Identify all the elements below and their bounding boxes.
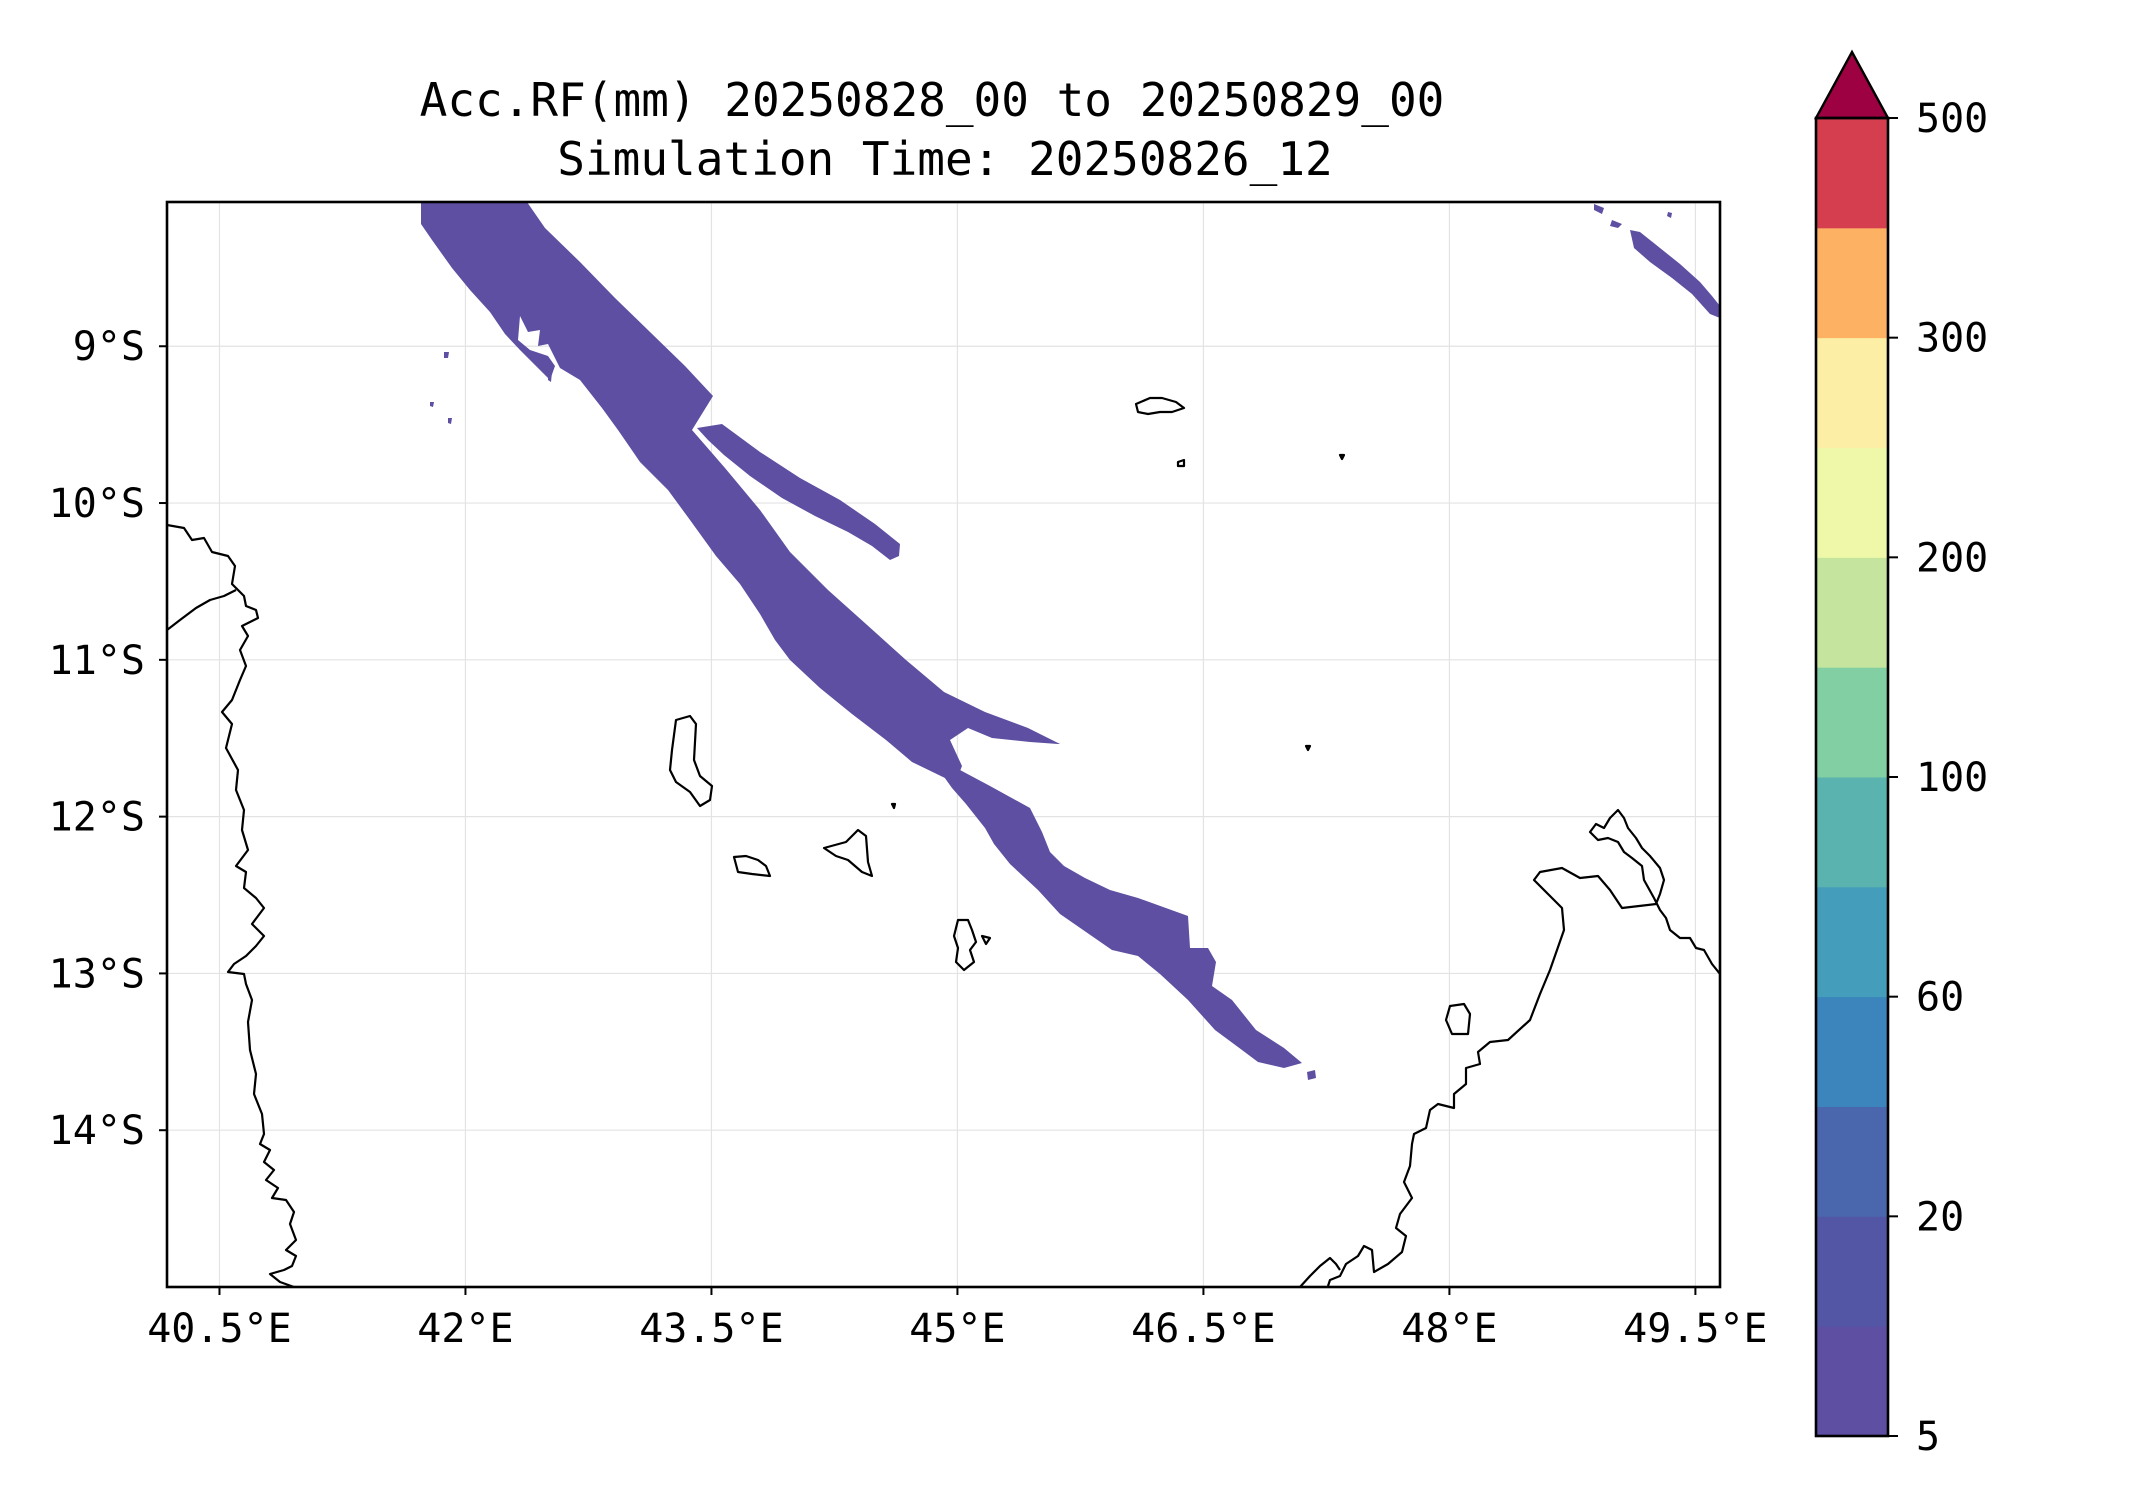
colorbar-tick-label: 20 [1916, 1194, 1964, 1240]
rainfall-band-northeast [1630, 230, 1720, 318]
rainfall-band-tip [1307, 1070, 1316, 1080]
rainfall-band-main [421, 202, 1060, 784]
rainfall-speck-w-2 [430, 402, 434, 407]
colorbar: 5 20 60 100 200 300 500 [1813, 49, 1988, 1460]
island-glorioso [1444, 1002, 1472, 1036]
x-tick-label: 46.5°E [1131, 1306, 1276, 1352]
colorbar-segment [1816, 667, 1888, 778]
island-small-2 [1338, 453, 1346, 461]
colorbar-segment [1816, 337, 1888, 448]
coastline-africa-upper [167, 589, 237, 631]
coastline-africa [167, 523, 298, 1287]
rainfall-speck-ne-3 [1667, 212, 1672, 218]
x-tick-label: 45°E [909, 1306, 1005, 1352]
colorbar-segments [1816, 118, 1888, 1437]
x-tick-label: 43.5°E [639, 1306, 784, 1352]
colorbar-tick-label: 200 [1916, 535, 1988, 581]
colorbar-tick-label: 500 [1916, 96, 1988, 142]
rainfall-speck-ne-1 [1594, 204, 1604, 214]
x-tick-label: 42°E [417, 1306, 513, 1352]
island-comoro-1 [668, 714, 714, 808]
x-tick-label: 48°E [1401, 1306, 1497, 1352]
colorbar-ticks: 5 20 60 100 200 300 500 [1888, 96, 1988, 1460]
colorbar-extend-triangle [1813, 49, 1891, 120]
gridlines [167, 202, 1720, 1287]
island-comoro-2 [732, 854, 772, 878]
coastline-madagascar-sw [1299, 1256, 1341, 1287]
colorbar-segment [1816, 996, 1888, 1107]
island-small-1 [1176, 458, 1186, 468]
island-comoro-4b [980, 934, 992, 946]
colorbar-segment [1816, 227, 1888, 339]
y-tick-label: 13°S [49, 951, 145, 997]
map-frame [165, 200, 1722, 1289]
island-aldabra [1134, 396, 1186, 416]
x-axis-ticks: 40.5°E 42°E 43.5°E 45°E 46.5°E 48°E 49.5°E [147, 1287, 1768, 1352]
rainfall-speck-ne-2 [1610, 220, 1622, 228]
y-tick-label: 12°S [49, 795, 145, 841]
colorbar-segment [1816, 777, 1888, 888]
rainfall-band-arm [697, 424, 900, 560]
island-small-3 [1304, 744, 1312, 752]
colorbar-tick-label: 60 [1916, 975, 1964, 1021]
island-small-4 [890, 802, 897, 810]
rainfall-contours [421, 202, 1720, 1080]
y-tick-label: 9°S [73, 324, 145, 370]
colorbar-segment [1816, 1326, 1888, 1437]
colorbar-segment [1816, 1216, 1888, 1327]
coastlines [167, 396, 1720, 1287]
x-tick-label: 40.5°E [147, 1306, 292, 1352]
x-tick-label: 49.5°E [1623, 1306, 1768, 1352]
title-line-1: Acc.RF(mm) 20250828_00 to 20250829_00 [420, 73, 1445, 127]
coastline-madagascar [1326, 808, 1720, 1287]
colorbar-tick-label: 5 [1916, 1414, 1940, 1460]
map-panel: 40.5°E 42°E 43.5°E 45°E 46.5°E 48°E 49.5°E 9°S… [49, 200, 1768, 1352]
map-content [167, 202, 1720, 1287]
colorbar-segment [1816, 886, 1888, 998]
y-axis-ticks: 9°S 10°S 11°S 12°S 13°S 14°S [49, 324, 167, 1154]
colorbar-segment [1816, 1106, 1888, 1217]
colorbar-tick-label: 100 [1916, 755, 1988, 801]
island-comoro-3 [822, 828, 874, 878]
island-comoro-4 [952, 918, 978, 972]
rainfall-speck-w-4 [548, 372, 552, 382]
rainfall-speck-w-1 [444, 352, 449, 358]
y-tick-label: 11°S [49, 638, 145, 684]
colorbar-tick-label: 300 [1916, 316, 1988, 362]
y-tick-label: 14°S [49, 1108, 145, 1154]
colorbar-segment [1816, 557, 1888, 668]
rainfall-band-south [942, 770, 1302, 1068]
colorbar-segment [1816, 447, 1888, 558]
title-line-2: Simulation Time: 20250826_12 [557, 132, 1332, 186]
y-tick-label: 10°S [49, 481, 145, 527]
colorbar-segment [1816, 118, 1888, 229]
rainfall-speck-w-3 [448, 418, 452, 424]
